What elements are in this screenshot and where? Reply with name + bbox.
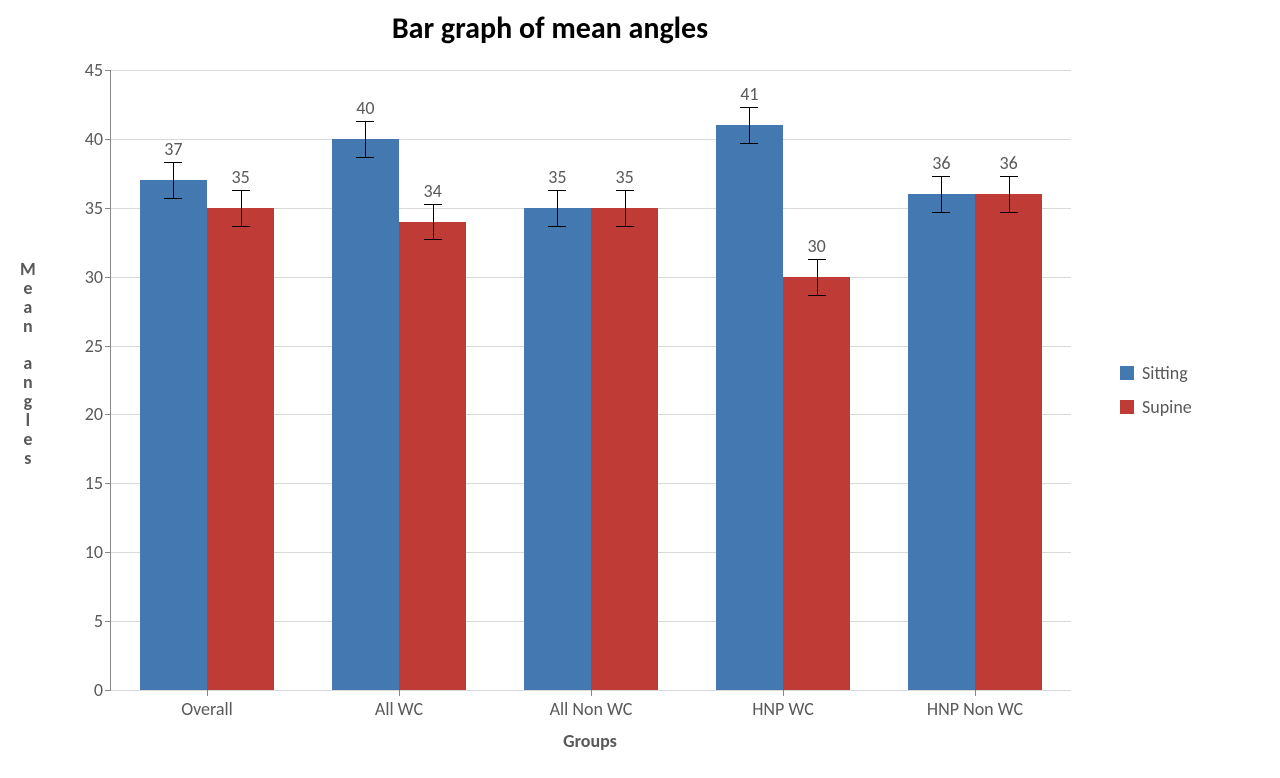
gridline <box>111 70 1071 71</box>
bar-value-label: 36 <box>932 152 950 174</box>
chart-title: Bar graph of mean angles <box>0 10 1100 47</box>
error-cap <box>424 239 442 240</box>
gridline <box>111 139 1071 140</box>
y-tick-label: 35 <box>85 197 103 219</box>
y-tick-label: 40 <box>85 128 103 150</box>
y-tick <box>105 552 111 553</box>
error-bar <box>557 190 558 226</box>
bar <box>716 125 783 690</box>
error-bar <box>749 107 750 143</box>
bar <box>207 208 274 690</box>
bar <box>332 139 399 690</box>
legend-item: Supine <box>1120 396 1192 418</box>
x-tick-label: Overall <box>181 698 233 720</box>
error-cap <box>356 157 374 158</box>
bar-value-label: 36 <box>999 152 1017 174</box>
y-tick-label: 45 <box>85 59 103 81</box>
x-tick-label: All WC <box>375 698 423 720</box>
error-cap <box>424 204 442 205</box>
y-tick <box>105 70 111 71</box>
bar-value-label: 37 <box>164 138 182 160</box>
plot-area: 051015202530354045Overall3735All WC4034A… <box>110 70 1071 691</box>
y-tick <box>105 208 111 209</box>
bar-value-label: 35 <box>615 166 633 188</box>
y-tick-label: 5 <box>94 610 103 632</box>
x-tick <box>399 690 400 696</box>
bar <box>783 277 850 690</box>
error-bar <box>625 190 626 226</box>
y-tick <box>105 621 111 622</box>
bar <box>524 208 591 690</box>
legend-item: Sitting <box>1120 362 1192 384</box>
bar <box>140 180 207 690</box>
error-cap <box>548 190 566 191</box>
bar-value-label: 35 <box>548 166 566 188</box>
chart-container: Bar graph of mean angles 0 5 10 15 20 25 30 35 4… <box>0 0 1280 778</box>
bar-value-label: 35 <box>231 166 249 188</box>
x-tick <box>207 690 208 696</box>
x-tick <box>591 690 592 696</box>
x-tick-label: HNP WC <box>752 698 814 720</box>
error-bar <box>241 190 242 226</box>
bar <box>399 222 466 690</box>
legend: Sitting Supine <box>1120 350 1192 430</box>
y-tick <box>105 346 111 347</box>
error-cap <box>548 226 566 227</box>
x-tick <box>783 690 784 696</box>
error-bar <box>365 121 366 157</box>
legend-label: Sitting <box>1142 362 1188 384</box>
error-bar <box>173 162 174 198</box>
y-tick <box>105 483 111 484</box>
error-cap <box>1000 176 1018 177</box>
bar <box>908 194 975 690</box>
error-cap <box>808 259 826 260</box>
y-tick <box>105 414 111 415</box>
x-axis-title: Groups <box>110 730 1070 752</box>
x-tick-label: All Non WC <box>550 698 633 720</box>
bar-value-label: 41 <box>740 83 758 105</box>
error-cap <box>1000 212 1018 213</box>
error-cap <box>808 295 826 296</box>
bar-value-label: 34 <box>423 180 441 202</box>
error-bar <box>941 176 942 212</box>
legend-swatch <box>1120 400 1134 414</box>
error-bar <box>433 204 434 240</box>
bar-value-label: 30 <box>807 235 825 257</box>
bar <box>591 208 658 690</box>
bar <box>975 194 1042 690</box>
y-tick <box>105 139 111 140</box>
error-cap <box>932 176 950 177</box>
error-cap <box>232 190 250 191</box>
y-tick-label: 30 <box>85 266 103 288</box>
bar-value-label: 40 <box>356 97 374 119</box>
x-tick <box>975 690 976 696</box>
y-tick-label: 25 <box>85 335 103 357</box>
error-cap <box>932 212 950 213</box>
y-tick-label: 15 <box>85 472 103 494</box>
error-cap <box>740 107 758 108</box>
y-tick <box>105 690 111 691</box>
error-bar <box>817 259 818 295</box>
error-bar <box>1009 176 1010 212</box>
error-cap <box>232 226 250 227</box>
error-cap <box>616 190 634 191</box>
error-cap <box>740 143 758 144</box>
error-cap <box>356 121 374 122</box>
y-axis-title: Mean angles <box>20 260 36 468</box>
error-cap <box>616 226 634 227</box>
error-cap <box>164 162 182 163</box>
legend-label: Supine <box>1142 396 1192 418</box>
y-tick-label: 10 <box>85 541 103 563</box>
x-tick-label: HNP Non WC <box>927 698 1023 720</box>
error-cap <box>164 198 182 199</box>
y-tick-label: 0 <box>94 679 103 701</box>
y-tick <box>105 277 111 278</box>
legend-swatch <box>1120 366 1134 380</box>
y-tick-label: 20 <box>85 403 103 425</box>
